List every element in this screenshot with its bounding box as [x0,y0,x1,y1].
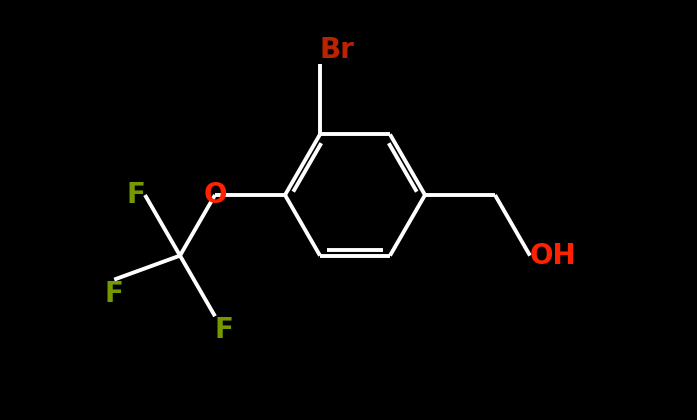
Text: F: F [126,181,145,209]
Text: F: F [105,280,123,307]
Text: O: O [204,181,227,209]
Text: F: F [215,316,234,344]
Text: Br: Br [320,37,355,64]
Text: OH: OH [530,241,576,270]
